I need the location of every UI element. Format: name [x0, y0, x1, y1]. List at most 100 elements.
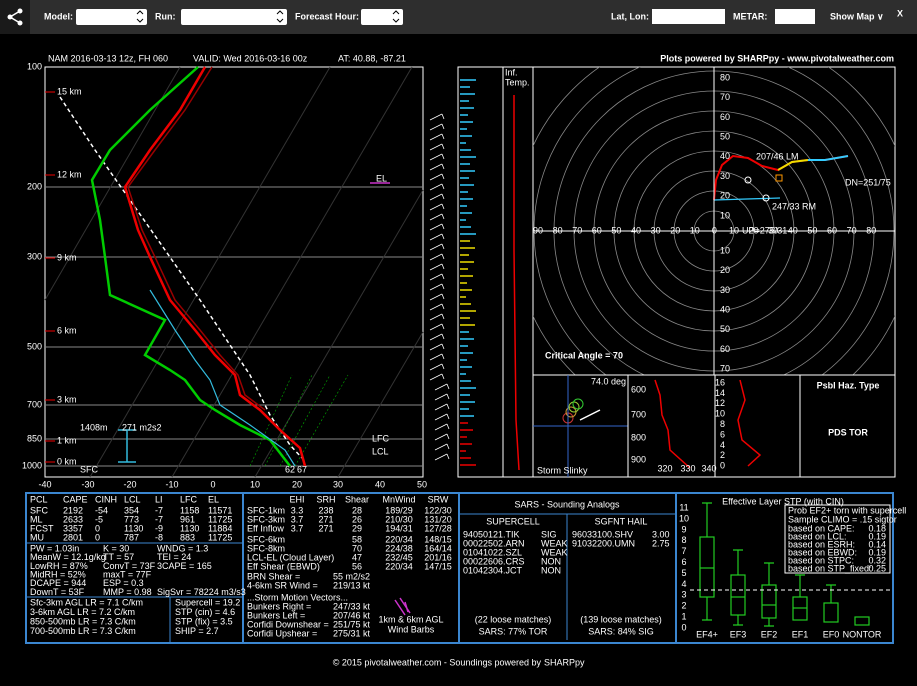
thermo-index: MMP = 0.98	[103, 587, 152, 597]
pressure-label: 1000	[22, 460, 42, 470]
isotherm	[44, 66, 181, 301]
kin-cell: SFC-8km	[247, 543, 285, 553]
footer-text: © 2015 pivotalweather.com - Soundings po…	[333, 657, 542, 667]
stp-y-label: 3	[681, 590, 686, 600]
wind-barb	[434, 403, 450, 411]
thermo-cell: 11725	[208, 532, 232, 542]
hodo-y-label: 10	[720, 210, 730, 220]
wind-barb	[429, 113, 445, 121]
stp-box	[823, 602, 839, 623]
label: METAR:	[733, 11, 767, 21]
wind-barb	[429, 133, 445, 141]
pressure-label: 300	[27, 251, 42, 261]
stp-inset-label: based on STPC:	[788, 555, 854, 565]
kin-cell: 148/15	[424, 534, 452, 544]
hodo-x-label: 30	[768, 225, 778, 235]
wind-barb	[434, 383, 450, 391]
stp-y-label: 10	[679, 513, 689, 523]
fhour-value: 060	[368, 11, 383, 21]
motion-label: Corfidi Downshear =	[247, 619, 329, 629]
hodo-y-label: 40	[720, 151, 730, 161]
mixing-ratio-lines	[249, 374, 349, 467]
hodo-y-label: 60	[720, 112, 730, 122]
thermo-index: DCAPE = 944	[30, 578, 86, 588]
height-label: 0 km	[57, 456, 77, 466]
hail-match: 96033100.SHV	[572, 529, 633, 539]
thermo-index: 3CAPE = 165	[157, 561, 212, 571]
stp-title: Effective Layer STP (with CIN)	[722, 496, 844, 506]
kin-header: SRH	[316, 494, 335, 504]
stp-whisker	[733, 549, 743, 626]
model-select[interactable]	[76, 9, 147, 25]
inflow-bars	[460, 79, 476, 466]
temp-label: 20	[292, 479, 302, 489]
right-mover-marker	[762, 194, 770, 202]
hodo-y-label: 70	[720, 92, 730, 102]
height-label: 1 km	[57, 435, 77, 445]
wind-barb	[429, 303, 445, 311]
thermo-cell: 773	[124, 514, 139, 524]
stp-category: NONTOR	[843, 629, 882, 639]
thermo-cell: FCST	[30, 523, 54, 533]
thermo-index: ESP = 0.3	[103, 578, 144, 588]
footer-link[interactable]: SHARPpy	[544, 657, 585, 667]
thermo-cell: 2801	[63, 532, 83, 542]
stp-whisker	[795, 574, 805, 597]
hodo-x-label: 60	[827, 225, 837, 235]
share-icon[interactable]	[0, 0, 30, 34]
select-arrow	[392, 10, 400, 23]
slinky-ring	[568, 401, 580, 413]
kin-cell: 220/34	[385, 534, 413, 544]
latlon-input[interactable]	[652, 9, 725, 24]
thermo-index: TEI = 24	[157, 552, 191, 562]
kin-cell: 271	[318, 523, 333, 533]
kin-cell: 58	[352, 534, 362, 544]
hail-result: SARS: 84% SIG	[588, 626, 654, 636]
kin-cell: 47	[352, 552, 362, 562]
temp-label: 10	[250, 479, 260, 489]
wind-barb	[429, 343, 445, 351]
hodo-y-label: 30	[720, 171, 730, 181]
thermo-cell: 1130	[180, 523, 199, 533]
fhour-select[interactable]	[361, 9, 403, 25]
header-title: NAM 2016-03-13 12z, FH 060	[48, 53, 168, 63]
toolbar	[0, 0, 917, 34]
mixing-line	[294, 374, 349, 467]
stp-y-label: 5	[681, 568, 686, 578]
inflow-title: Temp.	[505, 77, 530, 87]
show-map[interactable]: Show Map ∨	[830, 11, 884, 21]
wind-barb	[429, 313, 445, 321]
wind-barb	[429, 223, 445, 231]
kin-cell: 122/30	[424, 505, 452, 515]
sars-class: NON	[541, 565, 561, 575]
motion-label: Bunkers Right =	[247, 601, 311, 611]
composite-index: STP (fix) = 3.5	[175, 616, 233, 626]
share-button[interactable]	[0, 0, 30, 34]
kin-header: MnWind	[382, 494, 415, 504]
effective-inflow-bracket	[118, 429, 136, 463]
wind-barb	[429, 273, 445, 281]
metar-input[interactable]	[775, 9, 815, 24]
stp-category: EF0	[823, 629, 840, 639]
kin-header: SRW	[428, 494, 449, 504]
close-button[interactable]: X	[897, 8, 903, 18]
hazard-type: PDS TOR	[828, 427, 868, 437]
thermo-index: ConvT = 73F	[103, 561, 156, 571]
pressure-label: 850	[27, 433, 42, 443]
sr-wind-y-label: 0	[720, 461, 725, 471]
thermo-header: LFC	[180, 494, 198, 504]
slinky-ring	[572, 398, 584, 410]
pressure-label: 100	[27, 61, 42, 71]
sars-class: NON	[541, 556, 561, 566]
stp-whisker	[702, 502, 712, 621]
dewpoint-trace	[90, 66, 291, 467]
wind-barb	[429, 293, 445, 301]
thermo-cell: 2633	[63, 514, 83, 524]
wind-barb	[429, 143, 445, 151]
thermo-index: TT = 57	[103, 552, 134, 562]
stp-inset-value: 0.25	[868, 563, 886, 573]
run-select[interactable]	[181, 9, 287, 25]
header-valid: VALID: Wed 2016-03-16 00z	[193, 53, 308, 63]
hazard-frame	[799, 374, 896, 478]
mean-wind-marker	[775, 174, 783, 182]
